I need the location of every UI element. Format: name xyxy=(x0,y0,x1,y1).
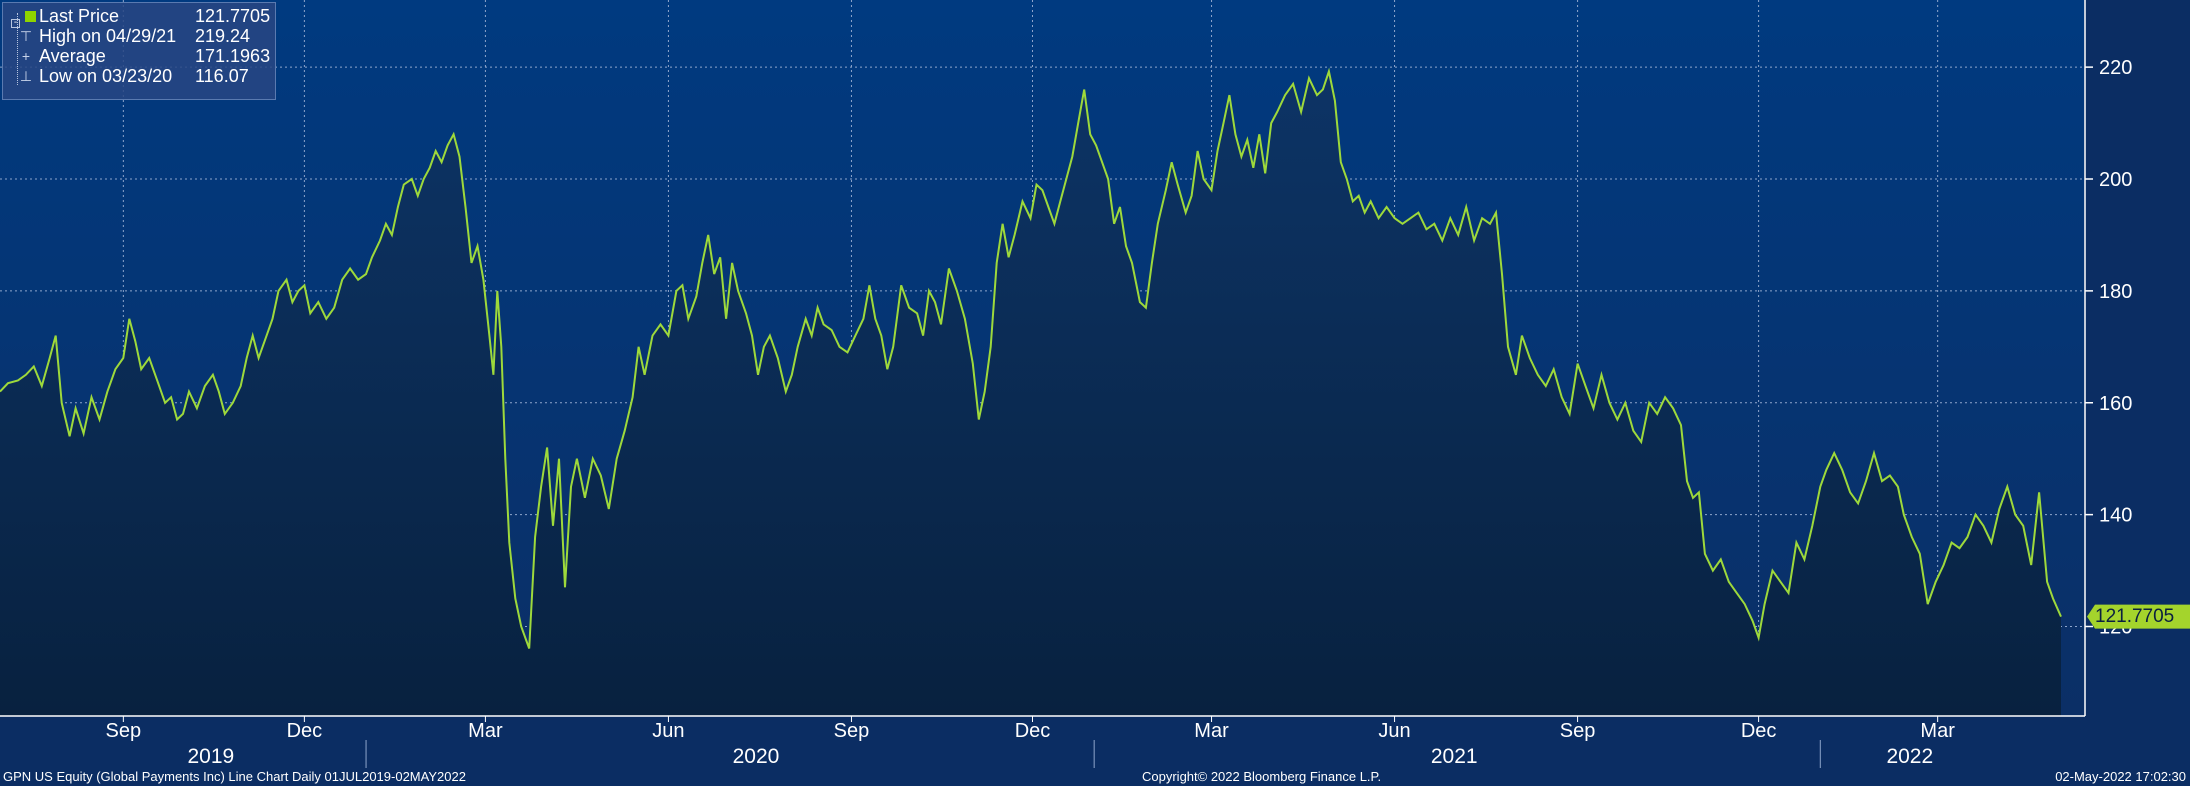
x-tick-label: Sep xyxy=(106,720,142,742)
last-price-tag-label-box: 121.7705 xyxy=(2095,605,2190,629)
x-tick-label: Mar xyxy=(468,720,503,742)
average-marker-icon: + xyxy=(21,48,31,64)
last-price-swatch-icon xyxy=(25,11,36,22)
legend-label: Average xyxy=(39,46,106,66)
legend-row-high: ⊤ High on 04/29/21 219.24 xyxy=(3,26,275,46)
legend-value: 116.07 xyxy=(195,66,249,86)
footer-copyright: Copyright© 2022 Bloomberg Finance L.P. xyxy=(1142,769,1382,784)
x-axis: Sep Dec Mar Jun Sep Dec Mar Jun Sep Dec Mar 2019 202… xyxy=(106,716,1955,768)
footer-chart-description: GPN US Equity (Global Payments Inc) Line… xyxy=(3,769,466,784)
year-label: 2022 xyxy=(1886,745,1933,768)
x-tick-label: Jun xyxy=(652,720,684,742)
x-tick-label: Sep xyxy=(834,720,870,742)
price-line xyxy=(0,67,2062,649)
x-tick-label: Dec xyxy=(287,720,323,742)
legend-tree-line xyxy=(17,13,19,85)
footer-timestamp: 02-May-2022 17:02:30 xyxy=(2055,769,2186,784)
legend-value: 171.1963 xyxy=(195,46,271,66)
x-tick-label: Dec xyxy=(1741,720,1777,742)
high-marker-icon: ⊤ xyxy=(19,28,33,44)
year-label: 2020 xyxy=(733,745,780,768)
legend-row-last-price: Last Price 121.7705 xyxy=(3,6,275,26)
y-tick-label: 140 xyxy=(2099,505,2132,527)
x-tick-label: Dec xyxy=(1015,720,1051,742)
legend-row-low: ⊥ Low on 03/23/20 116.07 xyxy=(3,66,275,86)
last-price-tag-label: 121.7705 xyxy=(2095,605,2175,627)
y-tick-label: 180 xyxy=(2099,281,2132,303)
year-label: 2019 xyxy=(188,745,235,768)
legend-box: - Last Price 121.7705 ⊤ High on 04/29/21… xyxy=(2,2,276,100)
year-label: 2021 xyxy=(1431,745,1478,768)
legend-label: Low on 03/23/20 xyxy=(39,66,173,86)
last-price-tag xyxy=(2087,604,2190,629)
legend-value: 219.24 xyxy=(195,26,251,46)
y-tick-label: 160 xyxy=(2099,393,2132,415)
legend-row-average: + Average 171.1963 xyxy=(3,46,275,66)
legend-value: 121.7705 xyxy=(195,6,271,26)
x-tick-label: Jun xyxy=(1378,720,1410,742)
low-marker-icon: ⊥ xyxy=(19,68,33,84)
legend-collapse-icon[interactable]: - xyxy=(11,18,20,28)
legend-label: High on 04/29/21 xyxy=(39,26,177,46)
x-tick-label: Mar xyxy=(1920,720,1955,742)
y-tick-label: 220 xyxy=(2099,57,2132,79)
price-area xyxy=(0,71,2061,716)
x-tick-label: Sep xyxy=(1560,720,1596,742)
legend-label: Last Price xyxy=(39,6,120,26)
x-tick-label: Mar xyxy=(1194,720,1229,742)
y-tick-label: 200 xyxy=(2099,169,2132,191)
